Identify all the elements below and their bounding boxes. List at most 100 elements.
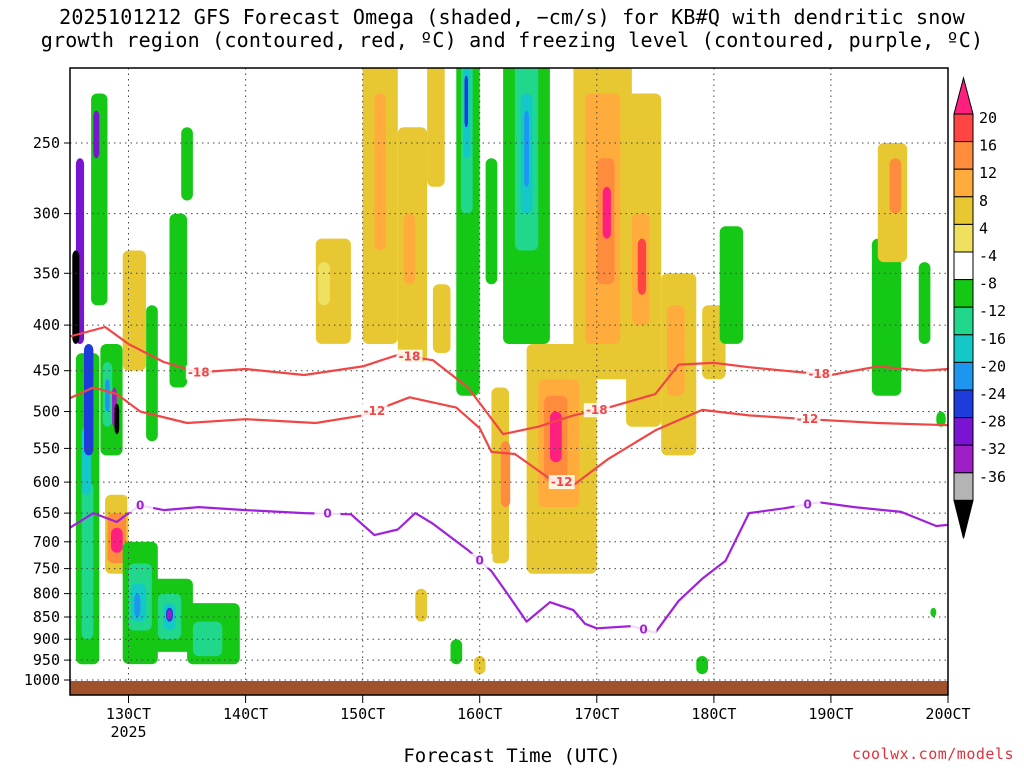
- omega-patch-71: [450, 639, 463, 665]
- colorbar-segment-1: [953, 141, 974, 170]
- x-axis-label: Forecast Time (UTC): [403, 745, 621, 767]
- x-tick-label: 150CT: [340, 705, 385, 723]
- contour-label-bg: [806, 366, 833, 381]
- contour-label: -12: [797, 412, 819, 426]
- plot-frame: [69, 67, 949, 696]
- omega-patch-72: [415, 588, 427, 622]
- contour-label: -18: [399, 350, 421, 364]
- omega-patch-30: [181, 127, 193, 201]
- contour-label-bg: [396, 349, 423, 364]
- colorbar-segment-0: [953, 113, 974, 143]
- omega-patch-74: [930, 607, 937, 617]
- omega-patch-15: [111, 527, 123, 553]
- omega-patch-62: [667, 305, 685, 396]
- omega-patch-64: [719, 226, 744, 344]
- contour-label: -18: [188, 365, 210, 379]
- omega-patch-12: [114, 403, 120, 435]
- omega-patch-7: [93, 110, 100, 159]
- omega-patch-32: [318, 262, 330, 306]
- contour-label-bg: [185, 365, 212, 380]
- y-axis: 250 300 350 400 450 500 550 600 650 700 750 800 850 9…: [24, 134, 70, 689]
- colorbar-label: -24: [979, 385, 1006, 403]
- colorbar-label: -12: [979, 302, 1006, 320]
- omega-patch-37: [427, 68, 445, 187]
- colorbar-label: -4: [979, 247, 997, 265]
- x-tick-label: 130CT: [106, 705, 151, 723]
- y-tick-label: 450: [33, 362, 60, 380]
- omega-patch-39: [491, 387, 509, 564]
- omega-patch-29: [169, 213, 188, 388]
- title-line-2: growth region (contoured, red, ºC) and f…: [40, 28, 984, 52]
- contour-label-bg: [630, 622, 657, 637]
- colorbar-label: -8: [979, 275, 997, 293]
- omega-patch-10: [105, 379, 110, 412]
- colorbar-label: 20: [979, 109, 997, 127]
- contour-label: -12: [364, 404, 386, 418]
- omega-patch-57: [602, 186, 611, 239]
- omega-patch-67: [696, 656, 708, 675]
- contour-label: 0: [136, 498, 144, 512]
- y-tick-label: 800: [33, 585, 60, 603]
- y-tick-label: 300: [33, 205, 60, 223]
- colorbar-segment-4: [953, 223, 974, 253]
- colorbar-label: -36: [979, 468, 1006, 486]
- colorbar-label: 16: [979, 137, 997, 155]
- contour-label-bg: [794, 412, 821, 427]
- omega-patch-48: [524, 110, 529, 187]
- contour-label-bg: [314, 506, 341, 521]
- colorbar-label: -28: [979, 413, 1006, 431]
- ground-terrain: [70, 681, 948, 695]
- colorbar-label: 12: [979, 164, 997, 182]
- credit-link[interactable]: coolwx.com/models: [851, 745, 1014, 763]
- omega-patch-19: [134, 593, 141, 618]
- colorbar-segment-8: [953, 334, 974, 363]
- omega-patch-60: [637, 238, 646, 295]
- contour-label: -12: [551, 475, 573, 489]
- y-tick-label: 900: [33, 630, 60, 648]
- omega-patch-24: [167, 610, 172, 620]
- x-tick-label: 200CT: [925, 705, 970, 723]
- y-tick-label: 400: [33, 316, 60, 334]
- colorbar: 20 16 12 8 4 -4 -8 -12 -16 -20 -24 -28 -32 -36: [953, 76, 1006, 539]
- omega-patch-66: [918, 262, 931, 344]
- omega-patch-27: [146, 305, 158, 442]
- omega-patch-38: [432, 284, 451, 353]
- y-tick-label: 350: [33, 264, 60, 282]
- omega-patch-1: [81, 482, 94, 640]
- omega-patch-5: [72, 250, 80, 344]
- y-tick-label: 600: [33, 473, 60, 491]
- omega-patch-53: [550, 411, 562, 463]
- contour-label-bg: [361, 403, 388, 418]
- y-tick-label: 1000: [24, 671, 60, 689]
- colorbar-segment-5: [953, 251, 974, 281]
- omega-patch-40: [500, 441, 511, 508]
- y-tick-label: 850: [33, 608, 60, 626]
- omega-patch-36: [403, 213, 416, 285]
- title-line-1: 2025101212 GFS Forecast Omega (shaded, −…: [59, 5, 965, 29]
- colorbar-label: -20: [979, 357, 1006, 375]
- x-tick-label: 190CT: [808, 705, 853, 723]
- omega-shading: [72, 68, 946, 675]
- contour-label: 0: [323, 507, 331, 521]
- contour-label: -18: [586, 403, 608, 417]
- y-tick-label: 550: [33, 439, 60, 457]
- x-tick-label: 170CT: [574, 705, 619, 723]
- colorbar-segment-12: [953, 444, 974, 474]
- colorbar-segment-3: [953, 196, 974, 225]
- omega-patch-49: [485, 158, 498, 285]
- y-tick-label: 250: [33, 134, 60, 152]
- colorbar-segment-6: [953, 279, 974, 308]
- contour-label-bg: [548, 475, 575, 490]
- omega-patch-65: [871, 238, 902, 396]
- contour-label: -18: [808, 367, 830, 381]
- contour-label-bg: [794, 497, 821, 512]
- colorbar-top-arrow: [953, 76, 974, 115]
- omega-patch-70: [473, 656, 486, 675]
- colorbar-segment-2: [953, 168, 974, 198]
- colorbar-bottom-arrow: [953, 499, 974, 539]
- x-tick-label: 160CT: [457, 705, 502, 723]
- colorbar-label: -16: [979, 330, 1006, 348]
- omega-patch-44: [464, 75, 468, 128]
